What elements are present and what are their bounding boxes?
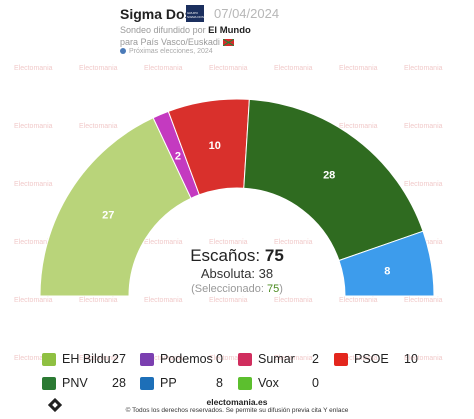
segment-label: 8 [384,266,390,278]
majority-line: Absoluta: 38 [200,266,274,281]
footer-copyright: © Todos los derechos reservados. Se perm… [125,407,349,414]
electomania-logo-icon [48,398,62,412]
vox-logo-icon [238,377,252,390]
election-note: Próximas elecciones, 2024 [120,48,213,55]
podemos-logo-icon [140,353,154,366]
eh-bildu-logo-icon [42,353,56,366]
segment-label: 27 [102,209,114,221]
majority-value: 38 [258,266,274,281]
sumar-logo-icon [238,353,252,366]
region-line: para País Vasco/Euskadi [120,37,234,47]
poll-header: Sigma Dos GRUPO SIGMA DOS 07/04/2024 Son… [0,0,474,60]
hemicycle-segment-eh-bildu[interactable] [39,117,192,297]
psoe-logo-icon [334,353,348,366]
selected-value: 75 [266,283,280,295]
hemicycle-segment-pnv[interactable] [243,98,424,262]
party-legend: EH Bildu 27 Podemos 0 Sumar 2 PSOE 10 PN… [0,346,474,396]
pp-logo-icon [140,377,154,390]
hemicycle-segment-pp[interactable] [338,230,435,297]
segment-label: 2 [175,150,181,162]
selected-line: (Seleccionado: 75) [191,283,283,295]
pnv-logo-icon [42,377,56,390]
pollster-logo-icon: GRUPO SIGMA DOS [186,5,204,22]
commissioned-by: Sondeo difundido por El Mundo [120,25,251,36]
pollster-name: Sigma Dos [120,6,193,22]
poll-date: 07/04/2024 [214,6,280,21]
media-name: El Mundo [208,25,251,36]
seats-total-value: 75 [264,246,284,265]
segment-label: 28 [323,170,335,182]
seats-total: Escaños: 75 [190,246,284,265]
segment-label: 10 [209,140,221,152]
globe-icon [120,48,126,54]
footer-site: electomania.es [206,397,268,407]
ikurrina-flag-icon [222,39,234,46]
